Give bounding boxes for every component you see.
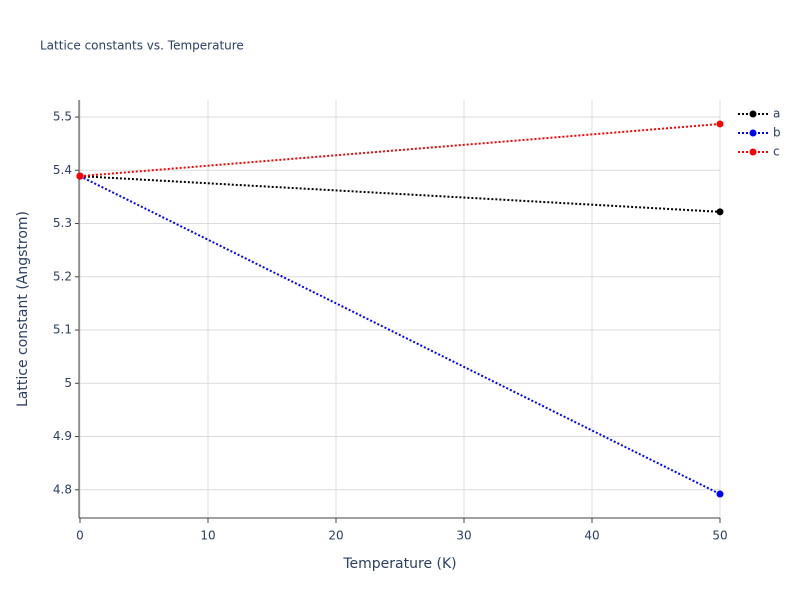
chart-title: Lattice constants vs. Temperature <box>40 39 244 53</box>
x-tick-label: 0 <box>76 529 84 543</box>
marker <box>716 490 724 498</box>
y-tick-label: 5.3 <box>53 216 72 230</box>
x-tick-label: 50 <box>712 529 727 543</box>
y-tick-label: 5.4 <box>53 163 72 177</box>
x-tick-label: 40 <box>584 529 599 543</box>
line <box>79 175 721 213</box>
line <box>79 122 721 178</box>
legend-label: b <box>773 126 781 140</box>
line <box>79 175 721 495</box>
legend-marker <box>749 148 757 156</box>
x-axis-label: Temperature (K) <box>342 556 456 572</box>
y-tick-label: 5.5 <box>53 110 72 124</box>
y-tick-label: 5.1 <box>53 323 72 337</box>
marker <box>716 208 724 216</box>
y-tick-label: 4.8 <box>53 482 72 496</box>
legend-label: a <box>773 107 780 121</box>
y-axis-label: Lattice constant (Angstrom) <box>15 211 31 407</box>
legend-marker <box>749 129 757 137</box>
y-tick-label: 5.2 <box>53 269 72 283</box>
marker <box>716 120 724 128</box>
legend-marker <box>749 110 757 118</box>
x-tick-label: 20 <box>328 529 343 543</box>
y-tick-label: 5 <box>64 376 72 390</box>
x-tick-label: 30 <box>456 529 471 543</box>
legend-label: c <box>773 145 780 159</box>
y-tick-label: 4.9 <box>53 429 72 443</box>
x-tick-label: 10 <box>200 529 215 543</box>
marker <box>76 172 84 180</box>
